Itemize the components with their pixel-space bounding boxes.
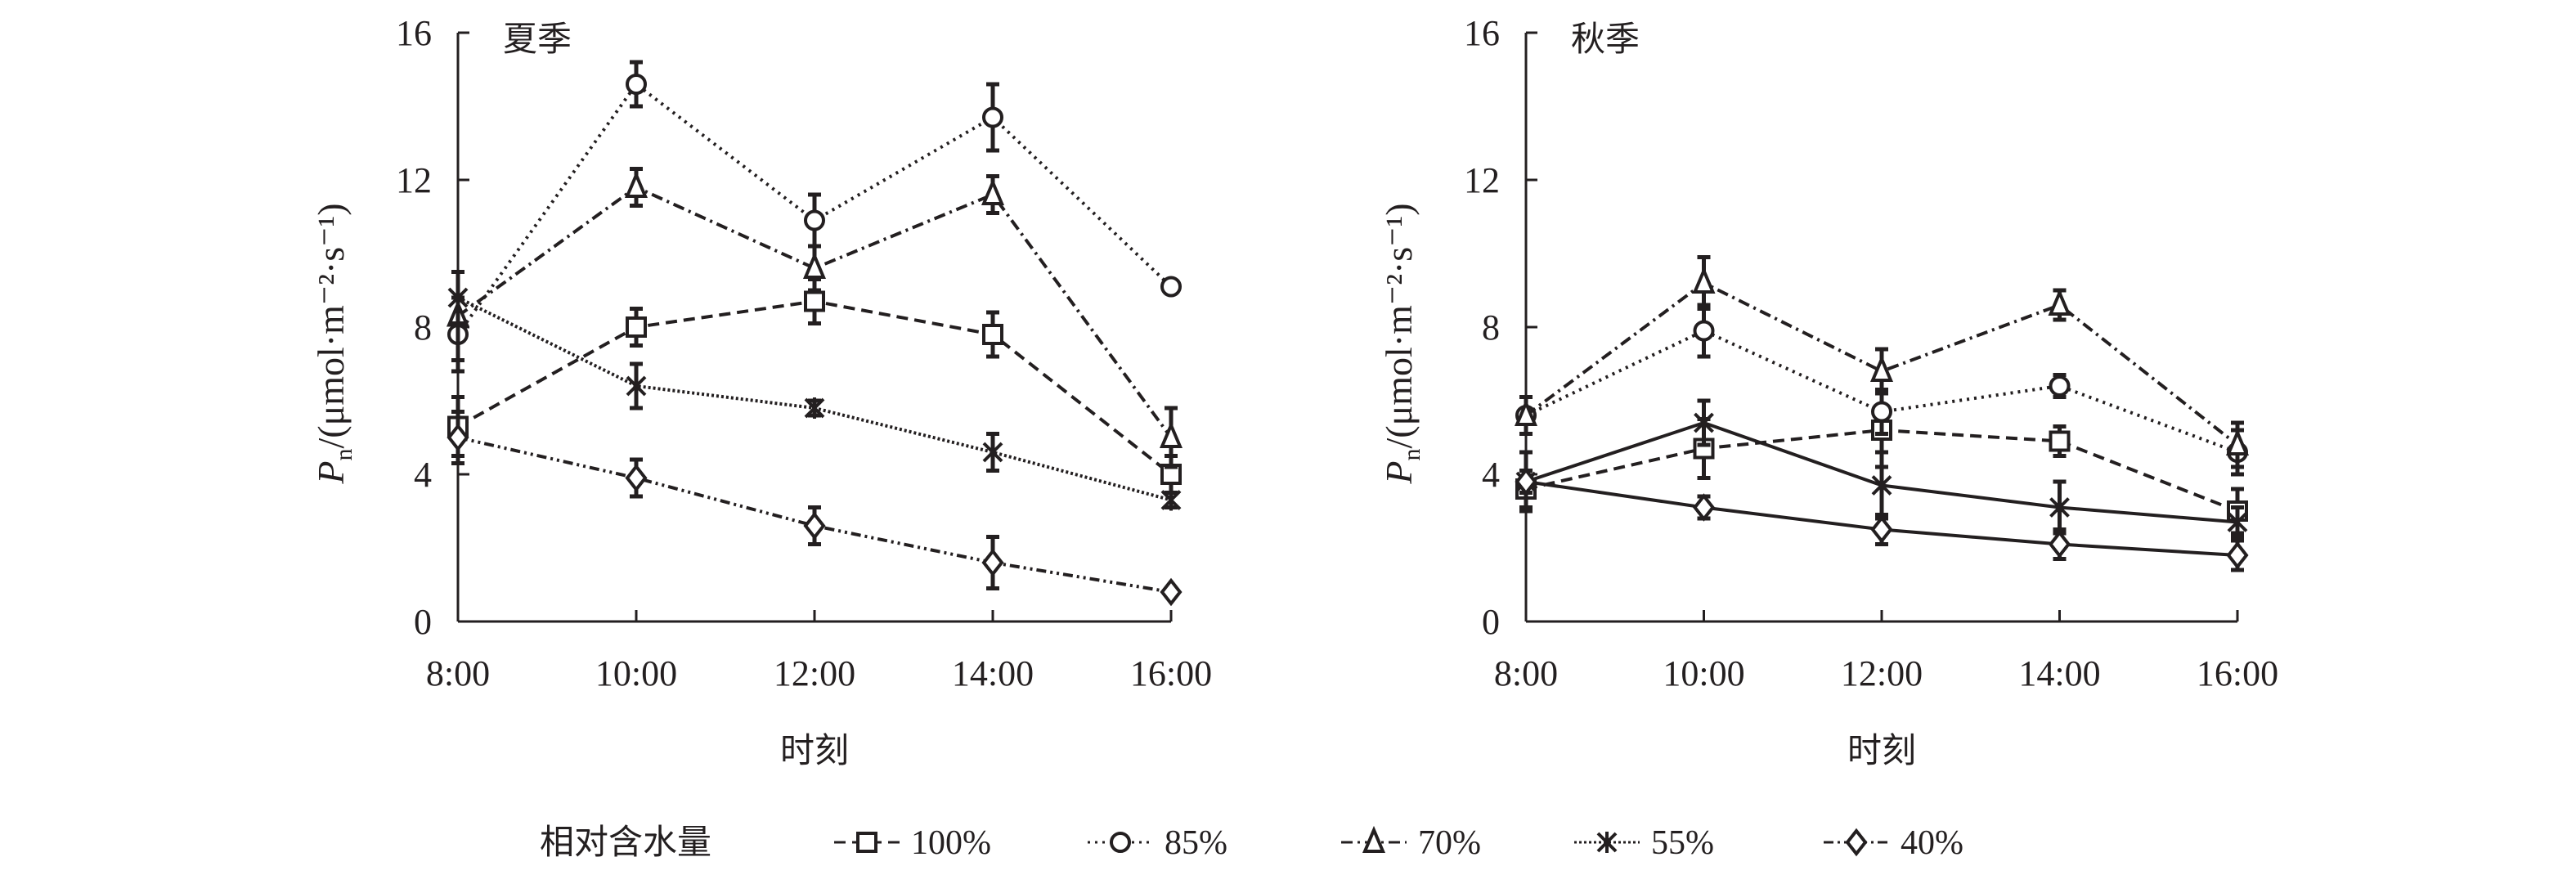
x-tick-label: 8:00 xyxy=(426,653,490,693)
data-point xyxy=(2225,428,2250,455)
x-tick-label: 16:00 xyxy=(2197,653,2278,693)
x-axis-label: 时刻 xyxy=(780,733,849,770)
data-point xyxy=(624,170,648,198)
data-point xyxy=(982,442,1003,463)
data-point xyxy=(1514,398,1538,426)
data-point xyxy=(1159,420,1183,448)
y-tick-label: 4 xyxy=(1482,455,1500,495)
data-point xyxy=(1160,489,1182,511)
data-point xyxy=(1871,401,1892,423)
data-point xyxy=(803,511,826,541)
legend-label: 85% xyxy=(1165,824,1227,862)
legend-title: 相对含水量 xyxy=(540,824,711,862)
data-point xyxy=(1515,467,1537,496)
data-point xyxy=(981,548,1004,577)
data-point xyxy=(2048,530,2071,559)
data-point xyxy=(1694,412,1714,433)
data-point xyxy=(1871,474,1892,496)
legend-item: 100% xyxy=(834,824,991,862)
legend-item: 40% xyxy=(1824,824,1963,862)
series-line xyxy=(456,185,1173,439)
y-tick-label: 12 xyxy=(396,160,432,200)
data-point xyxy=(802,251,827,279)
data-point xyxy=(626,375,647,397)
data-point xyxy=(625,464,648,492)
data-point xyxy=(2226,541,2249,570)
x-axis-label: 时刻 xyxy=(1847,733,1916,770)
data-point xyxy=(626,316,647,338)
legend: 相对含水量 100% 85% 70% 55% 40% xyxy=(540,824,1963,862)
series-55pct xyxy=(447,270,1182,511)
x-tick-label: 10:00 xyxy=(595,653,677,693)
data-point xyxy=(1160,577,1183,607)
series-40pct xyxy=(447,410,1183,607)
data-point xyxy=(1869,354,1894,382)
x-tick-label: 8:00 xyxy=(1494,653,1558,693)
y-tick-label: 0 xyxy=(414,602,432,642)
legend-marker xyxy=(856,832,877,853)
x-tick-label: 14:00 xyxy=(952,653,1034,693)
data-point xyxy=(2049,375,2071,397)
data-point xyxy=(981,177,1005,205)
series-40pct xyxy=(1515,467,2249,572)
legend-marker xyxy=(1845,828,1868,857)
series-70pct xyxy=(1514,255,2250,469)
x-tick-label: 10:00 xyxy=(1663,653,1744,693)
y-tick-label: 8 xyxy=(414,307,432,348)
data-point xyxy=(2049,496,2070,518)
y-tick-label: 8 xyxy=(1482,307,1500,348)
y-tick-label: 16 xyxy=(1464,13,1500,53)
x-tick-label: 14:00 xyxy=(2018,653,2100,693)
data-point xyxy=(1692,493,1716,522)
y-tick-label: 0 xyxy=(1482,602,1500,642)
data-point xyxy=(804,290,825,312)
data-point xyxy=(1692,266,1716,294)
legend-label: 100% xyxy=(911,824,991,862)
chart-title: 夏季 xyxy=(503,21,572,59)
data-point xyxy=(1870,515,1893,544)
y-tick-label: 12 xyxy=(1464,160,1500,200)
x-tick-label: 12:00 xyxy=(1841,653,1923,693)
x-tick-label: 16:00 xyxy=(1130,653,1212,693)
data-point xyxy=(804,209,825,231)
data-point xyxy=(982,106,1003,128)
series-line xyxy=(457,436,1172,594)
legend-item: 55% xyxy=(1574,824,1714,862)
y-axis-label: Pn/(μmol·m⁻²·s⁻¹) xyxy=(310,203,357,484)
data-point xyxy=(2049,430,2071,452)
data-point xyxy=(447,287,469,308)
legend-marker xyxy=(1362,825,1386,853)
x-tick-label: 12:00 xyxy=(774,653,855,693)
data-point xyxy=(982,324,1003,345)
chart-title: 秋季 xyxy=(1571,21,1640,59)
data-point xyxy=(2227,511,2248,533)
legend-item: 70% xyxy=(1341,824,1481,862)
data-point xyxy=(1160,276,1182,298)
y-tick-label: 16 xyxy=(396,13,432,53)
legend-item: 85% xyxy=(1088,824,1227,862)
data-point xyxy=(2048,288,2071,316)
y-axis-label: Pn/(μmol·m⁻²·s⁻¹) xyxy=(1378,203,1425,484)
data-point xyxy=(804,397,825,419)
legend-marker xyxy=(1596,832,1618,853)
legend-label: 40% xyxy=(1901,824,1963,862)
legend-label: 70% xyxy=(1418,824,1481,862)
legend-label: 55% xyxy=(1651,824,1714,862)
series-line xyxy=(457,299,1173,476)
legend-marker xyxy=(1110,832,1131,853)
data-point xyxy=(1693,320,1715,342)
data-point xyxy=(626,74,647,95)
y-tick-label: 4 xyxy=(414,455,432,495)
data-point xyxy=(447,423,469,452)
